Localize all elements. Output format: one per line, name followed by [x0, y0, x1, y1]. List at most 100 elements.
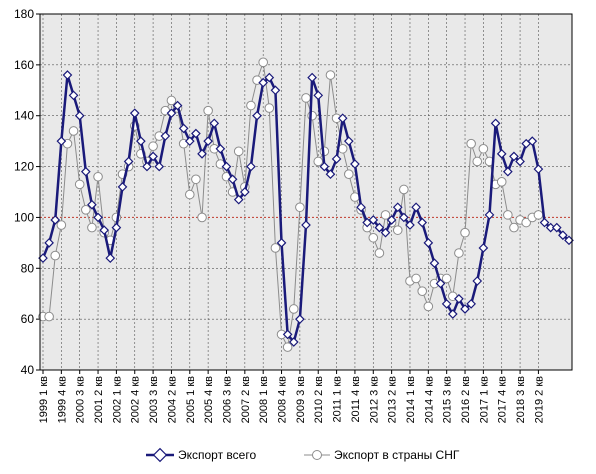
data-point-total	[44, 238, 54, 248]
x-tick-label: 2018 3 кв	[515, 376, 527, 424]
data-point-cis	[533, 210, 544, 220]
data-point-total	[356, 202, 366, 213]
legend-marker-total	[152, 447, 168, 463]
data-point-total	[295, 314, 305, 324]
y-tick-label: 180	[14, 7, 34, 21]
data-point-total	[166, 108, 177, 119]
data-point-total	[368, 215, 379, 225]
data-point-total	[460, 304, 470, 314]
data-point-total	[258, 77, 269, 88]
data-point-total	[56, 136, 67, 146]
data-point-cis	[307, 110, 317, 121]
x-tick-label: 2011 1 кв	[332, 376, 344, 423]
data-point-total	[527, 136, 538, 146]
data-point-total	[325, 169, 336, 180]
data-point-cis	[454, 248, 464, 258]
data-point-total	[435, 278, 446, 289]
data-point-total	[282, 329, 293, 340]
data-point-total	[215, 143, 226, 154]
data-point-cis	[392, 225, 403, 235]
data-point-cis	[184, 189, 195, 200]
data-point-total	[380, 227, 391, 238]
x-axis: 1999 1 кв 1999 4 кв 2000 3 кв 2001 2 кв 2002…	[38, 370, 545, 423]
data-point-total	[558, 230, 568, 241]
data-point-cis	[466, 138, 476, 149]
data-point-total	[447, 309, 458, 319]
data-point-cis	[399, 184, 409, 195]
data-point-total	[197, 149, 207, 159]
data-point-cis	[148, 141, 158, 152]
data-point-cis	[521, 217, 531, 228]
data-point-cis	[441, 273, 452, 284]
x-tick-label: 2011 4 кв	[350, 376, 362, 423]
x-tick-label: 2005 4 кв	[203, 376, 215, 424]
data-point-total	[319, 161, 330, 172]
data-point-total	[74, 110, 85, 121]
data-point-cis	[93, 171, 103, 182]
data-point-cis	[411, 273, 421, 284]
data-point-total	[454, 293, 464, 304]
data-point-total	[288, 337, 299, 347]
data-point-cis	[368, 232, 379, 243]
x-tick-label: 2017 1 кв	[478, 376, 490, 424]
data-point-total	[136, 136, 146, 146]
y-tick-label: 80	[21, 261, 35, 275]
data-point-total	[392, 202, 403, 213]
data-point-total	[478, 243, 489, 253]
x-tick-label: 2007 2 кв	[240, 376, 252, 424]
data-point-total	[399, 212, 409, 223]
y-tick-label: 60	[21, 312, 35, 326]
data-point-total	[80, 166, 91, 177]
series-total-export	[38, 70, 574, 347]
data-point-cis	[81, 205, 91, 215]
data-point-total	[331, 154, 342, 164]
data-point-total	[509, 151, 519, 162]
x-tick-label: 2006 3 кв	[221, 376, 233, 424]
x-tick-label: 1999 4 кв	[56, 376, 68, 424]
x-tick-label: 2012 3 кв	[368, 376, 380, 424]
data-point-total	[129, 108, 140, 119]
data-point-cis	[288, 304, 299, 314]
data-point-total	[111, 222, 122, 233]
series-cis-export	[38, 57, 544, 352]
data-point-total	[484, 210, 495, 220]
data-point-total	[123, 156, 134, 167]
data-point-total	[99, 225, 110, 235]
data-point-cis	[460, 227, 470, 238]
data-point-total	[68, 90, 79, 101]
data-point-total	[239, 187, 250, 197]
data-point-total	[496, 149, 507, 159]
data-point-total	[203, 136, 213, 146]
data-point-total	[533, 164, 544, 174]
legend-item-cis: Экспорт в страны СНГ	[304, 448, 460, 462]
data-point-cis	[258, 57, 268, 68]
y-tick-label: 140	[14, 109, 34, 123]
data-point-cis	[325, 70, 336, 80]
data-point-cis	[68, 126, 79, 136]
data-point-total	[246, 161, 256, 172]
data-point-cis	[423, 301, 434, 312]
y-tick-label: 100	[14, 210, 34, 224]
data-point-total	[62, 70, 73, 80]
x-tick-label: 2001 2 кв	[93, 376, 105, 424]
data-point-total	[515, 156, 525, 167]
data-point-cis	[197, 212, 207, 223]
data-point-cis	[417, 286, 428, 296]
data-point-total	[50, 215, 61, 225]
data-point-total	[502, 166, 513, 177]
data-point-cis	[374, 248, 385, 258]
data-point-total	[411, 202, 421, 213]
data-point-total	[466, 299, 476, 309]
data-point-cis	[74, 179, 85, 190]
legend: Экспорт всего Экспорт в страны СНГ	[146, 447, 460, 463]
data-point-total	[405, 220, 415, 230]
data-point-cis	[87, 222, 97, 233]
data-point-total	[539, 217, 550, 228]
x-tick-label: 2003 3 кв	[148, 376, 160, 424]
data-point-total	[472, 276, 483, 286]
data-point-cis	[503, 210, 513, 220]
y-axis: 40 60 80 100 120 140 160 180	[14, 7, 40, 377]
y-tick-label: 40	[21, 363, 35, 377]
data-point-cis	[191, 174, 201, 185]
data-point-total	[276, 238, 287, 248]
